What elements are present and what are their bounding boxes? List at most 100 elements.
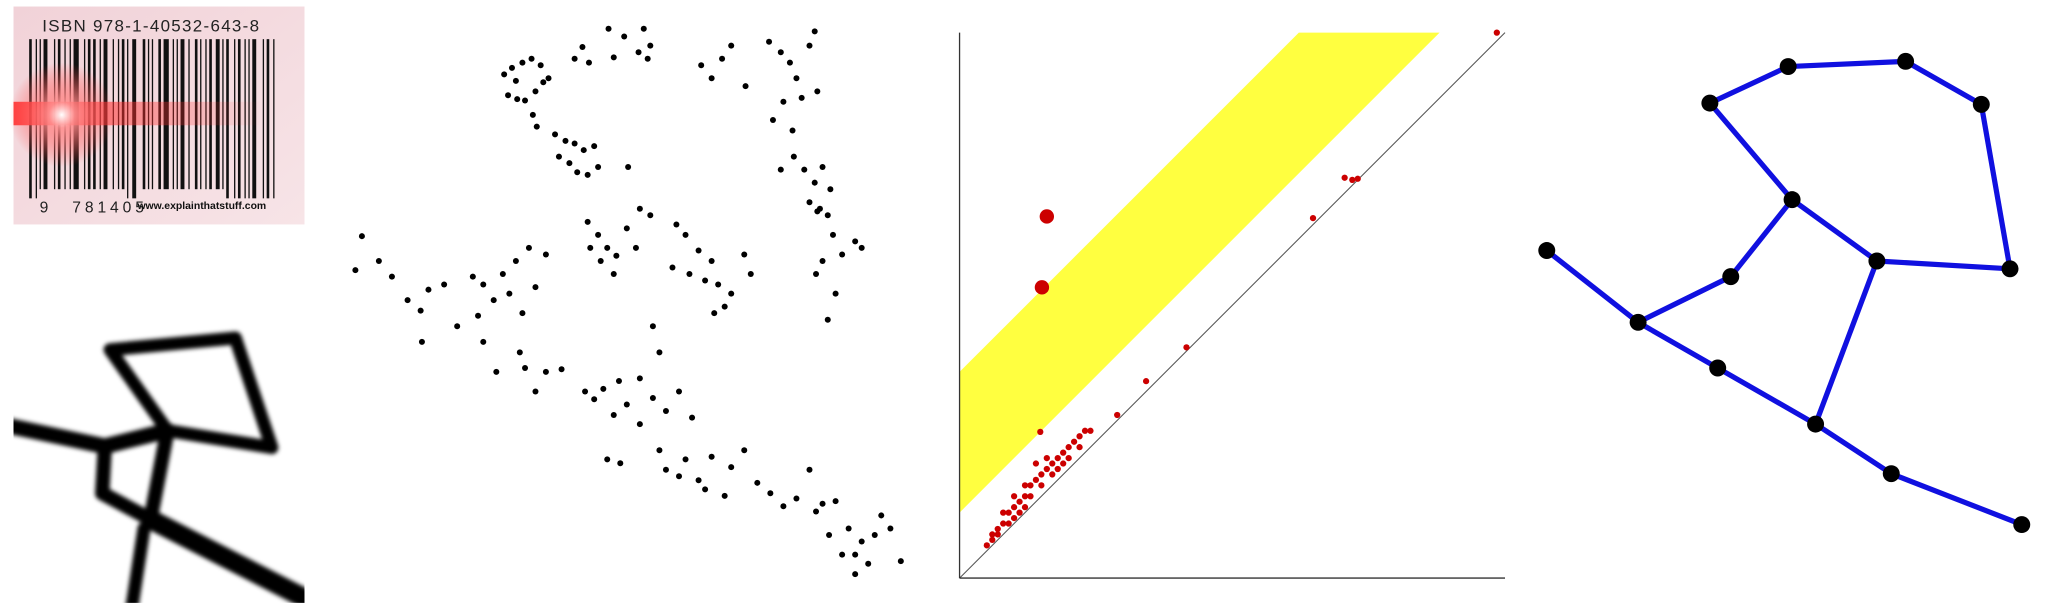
point — [814, 88, 821, 95]
point — [1016, 498, 1023, 505]
point — [813, 508, 820, 515]
point — [887, 525, 894, 532]
point — [1021, 482, 1029, 489]
point — [1043, 465, 1050, 473]
point — [827, 186, 834, 193]
glyph-stroke — [125, 521, 151, 603]
edge — [1716, 365, 1817, 427]
point — [819, 164, 826, 171]
point — [615, 378, 622, 385]
point — [769, 117, 776, 124]
point — [605, 25, 612, 32]
point — [811, 28, 818, 35]
point — [1070, 438, 1078, 445]
point — [777, 49, 784, 56]
point — [728, 42, 735, 49]
glyph-stroke — [13, 418, 176, 455]
point — [852, 571, 859, 578]
point — [604, 244, 611, 251]
point — [789, 127, 796, 134]
point — [636, 375, 643, 382]
node — [2013, 516, 2031, 534]
point — [1037, 428, 1044, 436]
point — [689, 414, 696, 421]
point — [708, 75, 715, 82]
node — [1779, 58, 1797, 76]
point — [819, 257, 826, 264]
point — [571, 55, 578, 62]
point — [871, 532, 878, 539]
edge — [1814, 421, 1893, 476]
point — [766, 38, 773, 45]
point — [793, 495, 800, 502]
point — [493, 368, 500, 375]
node — [1722, 268, 1740, 286]
point — [640, 25, 647, 32]
point — [1038, 482, 1045, 489]
point — [728, 290, 735, 297]
point — [852, 238, 859, 245]
point — [1021, 504, 1029, 511]
point — [595, 231, 602, 238]
point — [529, 111, 536, 118]
point — [508, 64, 515, 71]
persistence-diagram — [958, 29, 1506, 579]
node — [1701, 94, 1719, 112]
point — [1034, 280, 1050, 295]
point — [798, 94, 805, 101]
point — [983, 542, 990, 549]
point — [1142, 378, 1150, 385]
point — [562, 137, 569, 144]
node — [1882, 465, 1900, 483]
point — [1054, 465, 1061, 473]
point — [1049, 460, 1056, 467]
point — [632, 244, 639, 251]
point — [845, 525, 852, 532]
glyph-stroke — [140, 509, 305, 603]
isbn-text: ISBN 978-1-40532-643-8 — [42, 16, 260, 35]
point — [506, 290, 513, 297]
point — [698, 62, 705, 69]
edge — [1904, 59, 1983, 107]
point — [532, 88, 539, 95]
barcode-image: ISBN 978-1-40532-643-8 9 781405 www.expl… — [9, 6, 305, 225]
point — [501, 71, 508, 78]
point — [623, 401, 630, 408]
point — [832, 498, 839, 505]
point — [673, 221, 680, 228]
point — [1076, 444, 1083, 451]
point — [1032, 460, 1040, 467]
point — [552, 131, 559, 138]
point — [780, 98, 787, 105]
point — [469, 273, 476, 280]
point — [375, 257, 382, 264]
point — [695, 477, 702, 484]
point — [621, 33, 628, 40]
point — [989, 531, 996, 538]
point — [1010, 493, 1018, 500]
point — [1087, 427, 1094, 434]
point — [824, 212, 831, 219]
point — [566, 160, 573, 167]
glyph-stroke — [95, 423, 175, 527]
point-cloud — [352, 25, 904, 578]
point — [878, 512, 885, 519]
point — [1039, 209, 1055, 224]
laser-flare — [9, 62, 114, 168]
point — [994, 525, 1001, 533]
point — [676, 473, 683, 480]
point — [522, 97, 529, 104]
point — [532, 284, 539, 291]
point — [555, 153, 562, 160]
point — [1341, 174, 1348, 181]
edge — [1890, 471, 2023, 528]
point — [826, 532, 833, 539]
point — [1183, 344, 1190, 351]
point — [579, 43, 586, 50]
point — [747, 271, 754, 278]
edge — [1978, 103, 2013, 270]
point — [708, 257, 715, 264]
point — [388, 273, 395, 280]
point — [1349, 176, 1356, 184]
edge — [1790, 197, 1879, 264]
